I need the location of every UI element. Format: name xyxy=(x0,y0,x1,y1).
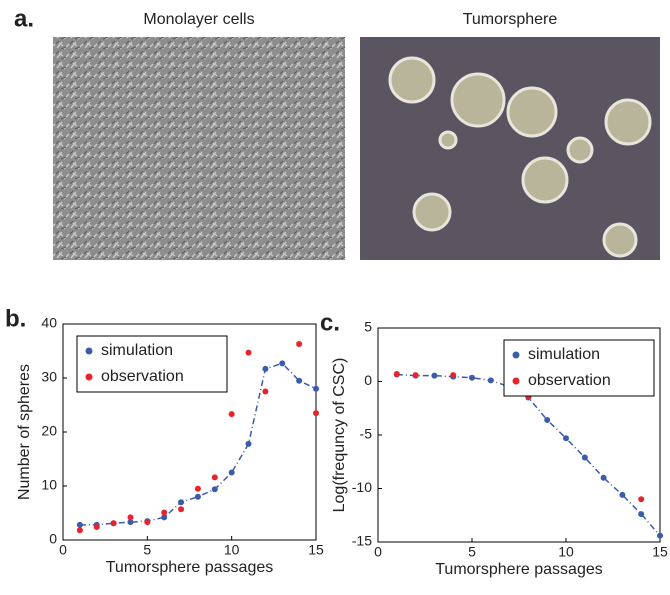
panel-label: a. xyxy=(14,5,34,32)
data-point xyxy=(296,377,303,384)
monolayer-photo xyxy=(53,37,345,260)
y-tick-label: 40 xyxy=(41,315,57,331)
data-point xyxy=(76,521,83,528)
data-point xyxy=(431,372,438,379)
x-tick-label: 0 xyxy=(59,542,67,558)
x-axis-label: Tumorsphere passages xyxy=(435,561,603,578)
y-axis-label: Number of spheres xyxy=(16,364,33,500)
legend-box xyxy=(503,339,655,397)
data-point xyxy=(487,377,494,384)
data-point xyxy=(76,527,83,534)
data-point xyxy=(600,474,607,481)
data-point xyxy=(211,486,218,493)
data-point xyxy=(178,506,185,513)
data-point xyxy=(563,435,569,442)
legend-marker xyxy=(85,373,93,381)
panel-label: c. xyxy=(320,309,340,336)
y-tick-label: 10 xyxy=(41,477,57,493)
x-axis-label: Tumorsphere passages xyxy=(106,559,274,576)
legend-label: observation xyxy=(101,368,184,385)
data-point xyxy=(544,417,551,424)
y-tick-label: 20 xyxy=(41,423,57,439)
data-point xyxy=(110,520,117,527)
x-tick-label: 10 xyxy=(224,542,240,558)
y-axis-label: Log(frequncy of CSC) xyxy=(331,358,348,513)
data-point xyxy=(469,374,475,381)
legend-marker xyxy=(85,347,93,355)
data-point xyxy=(127,519,134,526)
y-tick-label: -10 xyxy=(352,479,372,495)
x-tick-label: 0 xyxy=(374,544,382,560)
series-line xyxy=(79,362,317,526)
data-point xyxy=(657,532,663,539)
data-point xyxy=(638,511,645,518)
data-point xyxy=(279,360,286,367)
panel-label: b. xyxy=(5,305,26,332)
data-point xyxy=(245,440,252,447)
data-point xyxy=(412,372,419,379)
data-point xyxy=(296,340,303,347)
data-point xyxy=(450,372,457,379)
data-point xyxy=(228,411,235,418)
data-point xyxy=(262,388,269,395)
y-tick-label: 0 xyxy=(49,531,57,547)
data-point xyxy=(262,365,269,372)
x-tick-label: 15 xyxy=(652,544,668,560)
data-point xyxy=(228,469,235,476)
y-tick-label: -5 xyxy=(360,426,373,442)
data-point xyxy=(211,474,218,481)
y-tick-label: 5 xyxy=(364,319,372,335)
legend-label: simulation xyxy=(528,346,600,363)
data-point xyxy=(194,493,201,500)
y-tick-label: -15 xyxy=(352,533,372,549)
photo-caption: Tumorsphere xyxy=(463,11,558,28)
data-point xyxy=(638,496,645,503)
legend-label: observation xyxy=(528,372,611,389)
data-point xyxy=(161,509,168,516)
legend-marker xyxy=(512,377,520,385)
data-point xyxy=(178,499,185,506)
data-point xyxy=(93,524,100,531)
x-tick-label: 5 xyxy=(468,544,476,560)
x-tick-label: 15 xyxy=(308,542,324,558)
data-point xyxy=(581,454,588,461)
data-point xyxy=(393,371,400,378)
legend-box xyxy=(76,335,228,393)
x-tick-label: 5 xyxy=(143,542,151,558)
x-tick-label: 10 xyxy=(558,544,574,560)
data-point xyxy=(245,349,252,356)
y-tick-label: 30 xyxy=(41,369,57,385)
data-point xyxy=(194,485,201,492)
y-tick-label: 0 xyxy=(364,372,372,388)
data-point xyxy=(313,385,319,392)
data-point xyxy=(619,491,626,498)
data-point xyxy=(161,514,168,521)
legend-marker xyxy=(512,351,520,359)
photo-caption: Monolayer cells xyxy=(143,11,254,28)
tumorsphere-photo xyxy=(360,37,660,260)
data-point xyxy=(313,410,319,417)
data-point xyxy=(127,514,134,521)
legend-label: simulation xyxy=(101,342,173,359)
data-point xyxy=(144,519,151,526)
